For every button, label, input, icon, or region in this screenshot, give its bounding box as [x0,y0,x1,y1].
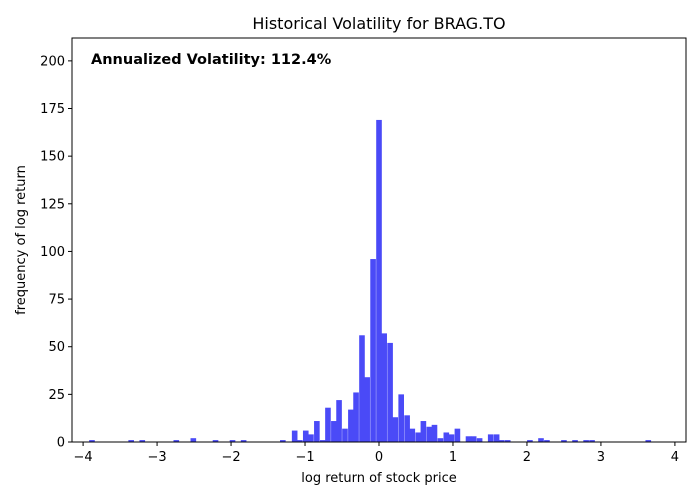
histogram-bar [319,440,326,442]
y-axis-label: frequency of log return [14,165,29,315]
histogram-bar [325,407,331,442]
histogram-bar [128,440,134,442]
histogram-bar [499,440,505,442]
chart-title: Historical Volatility for BRAG.TO [252,14,505,33]
y-ticks-group: 0 25 50 75 100 125 150 175 200 [40,54,72,451]
x-tick-label: −4 [74,450,93,465]
y-tick-label: 50 [48,340,65,355]
x-tick-label: −1 [295,450,314,465]
histogram-bar [314,421,320,442]
x-tick-label: 2 [523,450,531,465]
histogram-bar [470,436,477,442]
histogram-bar [398,394,404,442]
histogram-bar [342,428,348,442]
x-tick-label: −3 [147,450,166,465]
histogram-bar [437,438,444,442]
histogram-bar [348,409,354,442]
histogram-bar [527,440,533,442]
bars-group [89,119,652,442]
histogram-bar [493,434,500,442]
histogram-bar [173,440,180,442]
histogram-bar [487,434,494,442]
histogram-bar [645,440,652,442]
histogram-bar [415,432,422,442]
x-tick-label: 3 [597,450,605,465]
histogram-bar [381,333,387,442]
histogram-bar [538,438,544,442]
histogram-bar [139,440,146,442]
histogram-bar [297,440,303,442]
histogram-bar [308,434,314,442]
x-tick-label: −2 [221,450,240,465]
y-tick-label: 200 [40,54,65,69]
histogram-bar [420,421,427,442]
histogram-bar [387,342,393,442]
plot-frame [71,37,687,443]
histogram-bar [583,440,589,442]
histogram-bar [370,259,376,442]
histogram-bar [280,440,286,442]
x-tick-label: 0 [375,450,383,465]
volatility-annotation: Annualized Volatility: 112.4% [91,52,332,68]
histogram-bar [409,428,416,442]
y-tick-label: 75 [48,293,65,308]
y-tick-label: 175 [40,102,65,117]
histogram-bar [454,428,461,442]
histogram-bar [544,440,550,442]
histogram-bar [89,440,95,442]
histogram-bar [589,440,595,442]
y-tick-label: 25 [48,388,65,403]
x-tick-label: 4 [671,450,679,465]
histogram-bar [431,424,438,442]
histogram-bar [476,438,483,442]
histogram-bar [572,440,578,442]
histogram-bar [376,119,382,442]
histogram-bar [504,440,511,442]
histogram-bar [291,430,298,442]
histogram-bar [353,392,359,442]
histogram-bar [336,400,342,442]
histogram-bar [359,335,365,442]
histogram-bar [443,432,450,442]
y-tick-label: 150 [40,150,65,165]
histogram-bar [212,440,219,442]
x-axis-label: log return of stock price [301,471,456,486]
x-tick-label: 1 [449,450,457,465]
histogram-bar [190,438,197,442]
histogram-bar [426,426,433,442]
histogram-bar [465,436,472,442]
histogram-bar [448,434,455,442]
y-tick-label: 0 [57,436,65,451]
y-tick-label: 125 [40,197,65,212]
histogram-bar [364,377,370,442]
y-tick-label: 100 [40,245,65,260]
x-ticks-group: −4 −3 −2 −1 0 1 2 3 4 [74,442,679,465]
histogram-bar [229,440,236,442]
histogram-bar [240,440,247,442]
histogram-bar [392,417,399,442]
histogram-bar [561,440,567,442]
histogram-bar [331,421,337,442]
histogram-bar [404,415,410,442]
histogram-bar [302,430,309,442]
